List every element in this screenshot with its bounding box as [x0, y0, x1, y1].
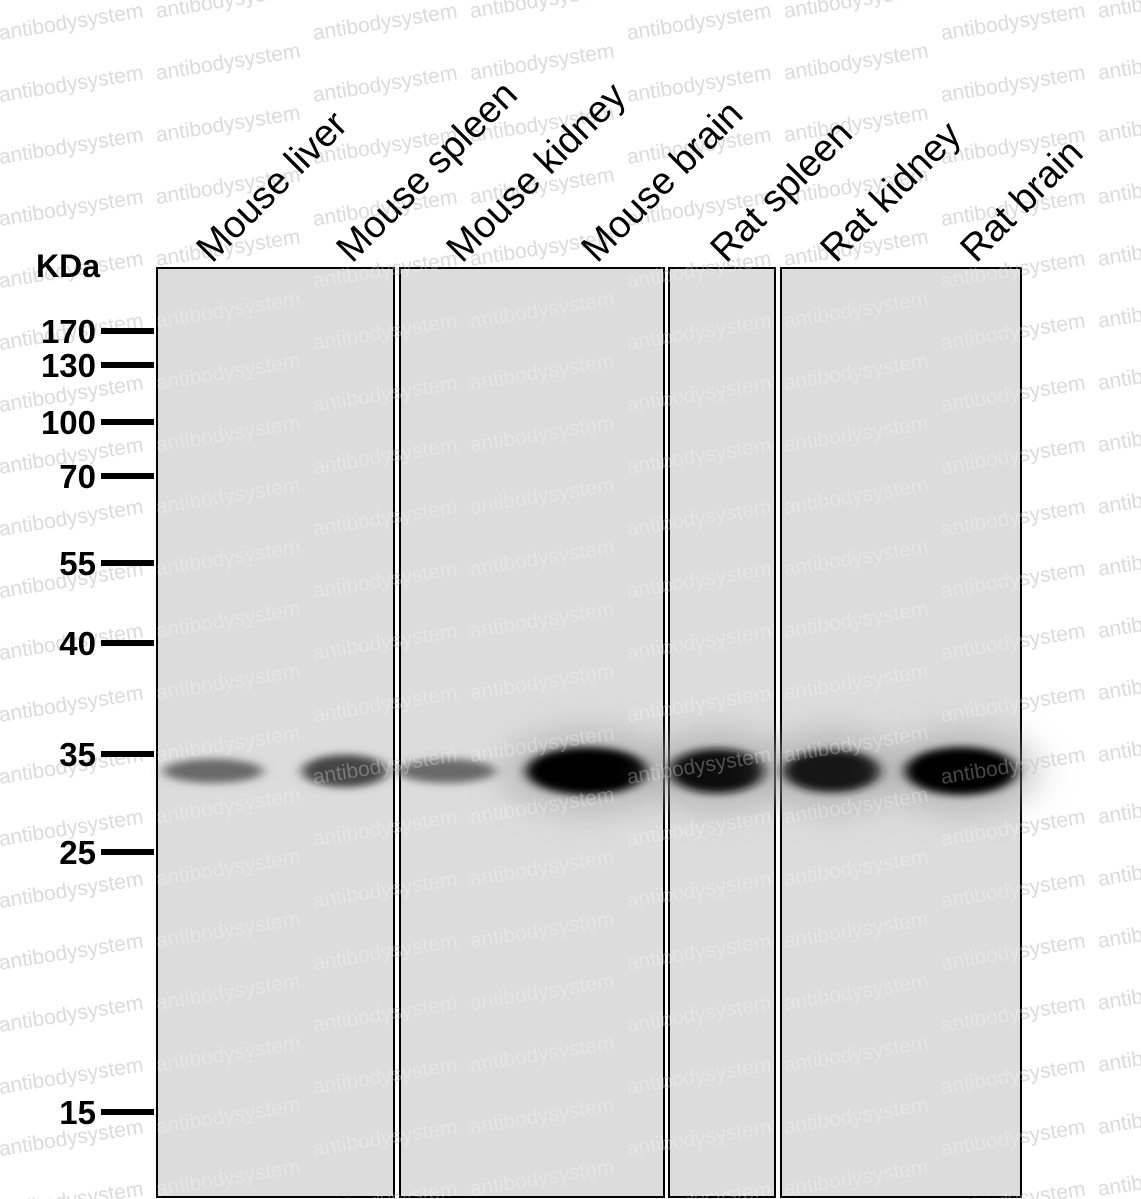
marker-label-15: 15 — [59, 1094, 96, 1131]
watermark-text: antibodysystem — [1096, 597, 1141, 643]
watermark-text: antibodysystem — [0, 185, 145, 231]
watermark-text: antibodysystem — [0, 0, 145, 45]
band-lane-5 — [669, 748, 765, 794]
marker-tick-40 — [101, 640, 154, 646]
watermark-text: antibodysystem — [1096, 969, 1141, 1015]
watermark-text: antibodysystem — [782, 39, 930, 85]
watermark-text: antibodysystem — [154, 101, 302, 147]
band-lane-6 — [783, 749, 881, 793]
marker-label-130: 130 — [41, 347, 96, 384]
marker-label-100: 100 — [41, 404, 96, 441]
marker-label-55: 55 — [59, 545, 96, 582]
band-lane-1 — [163, 758, 263, 784]
watermark-text: antibodysystem — [1096, 535, 1141, 581]
watermark-text: antibodysystem — [625, 61, 773, 107]
marker-tick-55 — [101, 560, 154, 566]
watermark-text: antibodysystem — [1096, 411, 1141, 457]
watermark-text: antibodysystem — [0, 867, 145, 913]
watermark-text: antibodysystem — [0, 681, 145, 727]
band-lane-3 — [398, 758, 496, 784]
watermark-text: antibodysystem — [1096, 845, 1141, 891]
watermark-text: antibodysystem — [939, 0, 1087, 45]
watermark-text: antibodysystem — [1096, 349, 1141, 395]
watermark-text: antibodysystem — [1096, 225, 1141, 271]
watermark-text: antibodysystem — [468, 0, 616, 23]
watermark-text: antibodysystem — [1096, 1093, 1141, 1139]
watermark-text: antibodysystem — [1096, 163, 1141, 209]
watermark-text: antibodysystem — [0, 929, 145, 975]
marker-label-40: 40 — [59, 625, 96, 662]
marker-label-25: 25 — [59, 834, 96, 871]
watermark-text: antibodysystem — [782, 0, 930, 23]
watermark-text: antibodysystem — [0, 991, 145, 1037]
marker-tick-25 — [101, 849, 154, 855]
band-lane-7 — [905, 747, 1017, 795]
watermark-text: antibodysystem — [1096, 0, 1141, 23]
watermark-text: antibodysystem — [1096, 101, 1141, 147]
band-lane-2 — [302, 754, 388, 788]
watermark-text: antibodysystem — [311, 61, 459, 107]
watermark-text: antibodysystem — [1096, 39, 1141, 85]
watermark-text: antibodysystem — [1096, 659, 1141, 705]
band-lane-4 — [526, 747, 648, 795]
watermark-text: antibodysystem — [154, 39, 302, 85]
watermark-text: antibodysystem — [939, 61, 1087, 107]
watermark-text: antibodysystem — [0, 495, 145, 541]
watermark-text: antibodysystem — [0, 1177, 145, 1199]
watermark-text: antibodysystem — [1096, 287, 1141, 333]
watermark-text: antibodysystem — [154, 0, 302, 23]
marker-tick-100 — [101, 419, 154, 425]
marker-tick-170 — [101, 328, 154, 334]
watermark-text: antibodysystem — [0, 123, 145, 169]
watermark-text: antibodysystem — [1096, 0, 1141, 23]
watermark-text: antibodysystem — [0, 61, 145, 107]
unit-label: KDa — [36, 248, 100, 284]
marker-tick-15 — [101, 1109, 154, 1115]
watermark-text: antibodysystem — [1096, 1031, 1141, 1077]
watermark-text: antibodysystem — [1096, 783, 1141, 829]
watermark-text: antibodysystem — [1096, 473, 1141, 519]
blot-panel-1 — [156, 267, 395, 1198]
marker-label-35: 35 — [59, 736, 96, 773]
band-layer — [163, 727, 1042, 815]
marker-tick-70 — [101, 473, 154, 479]
marker-tick-130 — [101, 362, 154, 368]
watermark-text: antibodysystem — [625, 0, 773, 45]
marker-tick-35 — [101, 751, 154, 757]
marker-label-70: 70 — [59, 458, 96, 495]
watermark-text: antibodysystem — [1096, 1155, 1141, 1199]
marker-label-170: 170 — [41, 313, 96, 350]
watermark-text: antibodysystem — [311, 0, 459, 45]
watermark-text: antibodysystem — [0, 1053, 145, 1099]
watermark-text: antibodysystem — [1096, 907, 1141, 953]
watermark-text: antibodysystem — [1096, 721, 1141, 767]
